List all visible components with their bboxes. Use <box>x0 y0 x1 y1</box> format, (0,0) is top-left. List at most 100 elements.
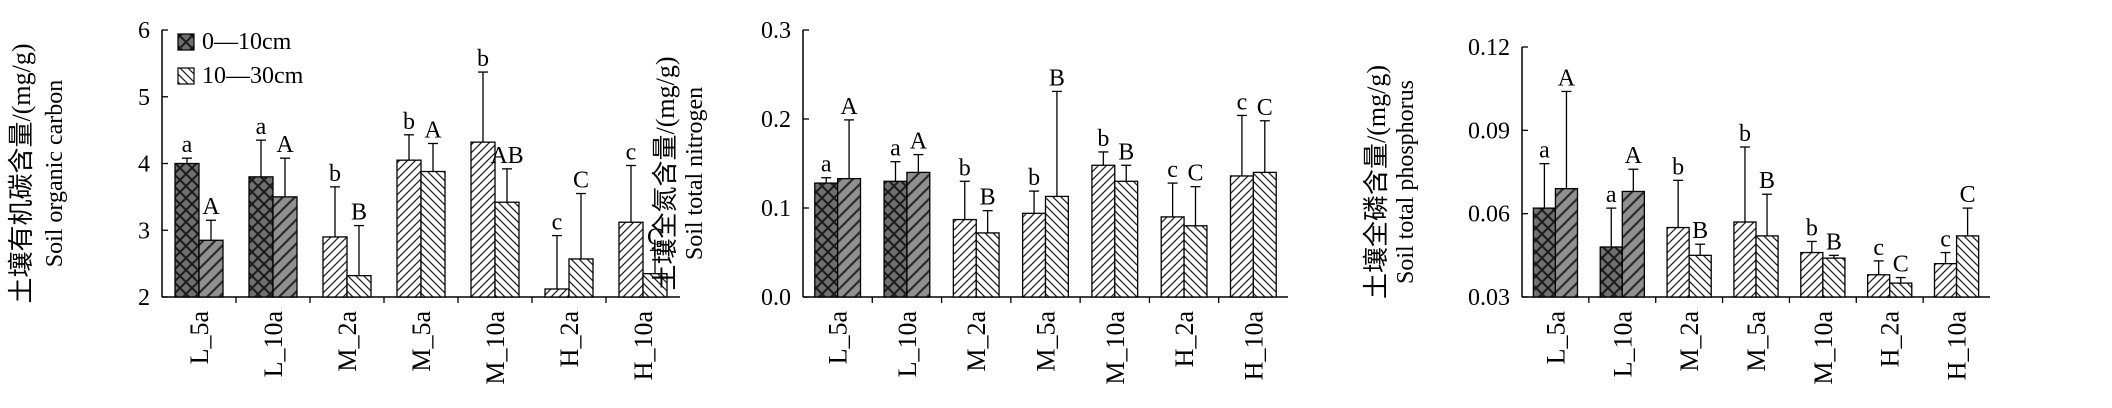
bar <box>396 159 422 298</box>
significance-letter: a <box>821 152 832 178</box>
y-axis-label-cn: 土壤全氮含量/(mg/g) <box>651 57 680 291</box>
bar <box>1955 235 1980 298</box>
significance-letter: b <box>329 161 341 187</box>
x-tick-label: H_2a <box>1170 311 1199 368</box>
significance-letter: A <box>276 132 294 158</box>
significance-letter: c <box>1940 227 1951 253</box>
bar <box>952 218 977 298</box>
significance-letter: a <box>182 132 193 158</box>
significance-letter: B <box>1049 65 1065 91</box>
y-tick-label: 6 <box>138 18 150 44</box>
x-tick-label: L_5a <box>185 311 214 365</box>
bar <box>1800 251 1824 298</box>
significance-letter: b <box>1028 165 1040 191</box>
significance-letter: B <box>351 200 367 226</box>
significance-letter: b <box>959 155 971 181</box>
y-axis-label-en: Soil total nitrogen <box>682 87 708 260</box>
bar <box>420 170 446 298</box>
bar <box>1666 226 1690 298</box>
significance-letter: A <box>910 129 928 155</box>
bar <box>1755 235 1779 298</box>
significance-letter: C <box>1257 95 1273 121</box>
significance-letter: A <box>202 194 220 220</box>
y-tick-label: 5 <box>138 85 150 111</box>
bar <box>568 258 594 298</box>
bar <box>1688 254 1712 298</box>
bar <box>1183 225 1208 298</box>
bar <box>346 274 372 298</box>
x-tick-label: H_10a <box>629 311 658 381</box>
bar <box>1114 180 1139 298</box>
bar <box>1160 216 1185 298</box>
x-tick-label: M_5a <box>1032 311 1061 372</box>
significance-letter: c <box>1237 89 1248 115</box>
x-tick-label: L_10a <box>1608 311 1637 378</box>
bar <box>1621 190 1645 298</box>
legend-swatch <box>177 33 195 51</box>
significance-letter: A <box>1558 65 1576 91</box>
legend-swatch <box>177 67 195 85</box>
y-tick-label: 3 <box>138 218 150 244</box>
y-tick-label: 0.1 <box>761 196 791 222</box>
bar <box>1889 282 1913 298</box>
x-tick-label: M_10a <box>1101 311 1130 385</box>
x-tick-label: L_10a <box>893 311 922 378</box>
significance-letter: C <box>647 224 663 250</box>
significance-letter: c <box>552 210 563 236</box>
significance-letter: c <box>626 140 637 166</box>
bar <box>1252 171 1277 298</box>
x-tick-label: H_10a <box>1943 311 1972 381</box>
y-axis-label-en: Soil organic carbon <box>42 80 68 268</box>
x-tick-label: M_2a <box>1675 311 1704 372</box>
significance-letter: b <box>403 109 415 135</box>
significance-letter: b <box>477 46 489 72</box>
bar <box>544 288 570 298</box>
bar <box>248 176 274 298</box>
chart-panel-2: 0.0 0.1 0.2 0.3 土壤全氮含量/(mg/g) Soil total nitr… <box>651 18 1288 385</box>
x-tick-label: M_2a <box>333 311 362 372</box>
y-tick-label: 0.03 <box>1468 285 1510 311</box>
y-tick-label: 0.0 <box>761 285 791 311</box>
chart-panel-3: 0.03 0.06 0.09 0.12 土壤全磷含量/(mg/g) Soil total … <box>1362 35 1990 385</box>
x-tick-label: L_5a <box>1541 311 1570 365</box>
bar <box>1044 195 1070 298</box>
x-tick-label: M_2a <box>962 311 991 372</box>
significance-letter: c <box>1873 235 1884 261</box>
bar <box>272 196 298 298</box>
bar <box>814 182 839 298</box>
significance-letter: A <box>424 117 442 143</box>
y-tick-label: 0.12 <box>1468 35 1510 61</box>
bar <box>975 232 1000 298</box>
bar <box>1021 212 1047 298</box>
significance-letter: B <box>1118 139 1134 165</box>
significance-letter: C <box>1960 182 1976 208</box>
legend-entry: 10—30cm <box>202 63 304 89</box>
legend: 0—10cm 10—30cm <box>177 29 304 89</box>
bar <box>198 239 224 298</box>
significance-letter: a <box>256 114 267 140</box>
x-tick-label: M_5a <box>1742 311 1771 372</box>
significance-letter: B <box>1692 218 1708 244</box>
significance-letter: a <box>1539 138 1550 164</box>
x-tick-label: H_10a <box>1239 311 1268 381</box>
bar <box>883 180 908 298</box>
significance-letter: b <box>1672 154 1684 180</box>
bar <box>618 221 644 298</box>
bar <box>1867 274 1891 298</box>
bar <box>1733 221 1757 298</box>
significance-letter: AB <box>490 143 523 169</box>
x-tick-label: L_5a <box>824 311 853 365</box>
bar <box>1554 188 1579 298</box>
bar <box>1599 246 1623 298</box>
bar <box>1091 164 1116 298</box>
y-tick-label: 0.2 <box>761 107 791 133</box>
bar <box>836 177 862 298</box>
y-tick-label: 4 <box>138 152 150 178</box>
bar <box>494 201 520 298</box>
bar <box>1822 257 1846 298</box>
significance-letter: b <box>1806 215 1818 241</box>
y-tick-label: 2 <box>138 285 150 311</box>
x-tick-label: M_10a <box>1809 311 1838 385</box>
